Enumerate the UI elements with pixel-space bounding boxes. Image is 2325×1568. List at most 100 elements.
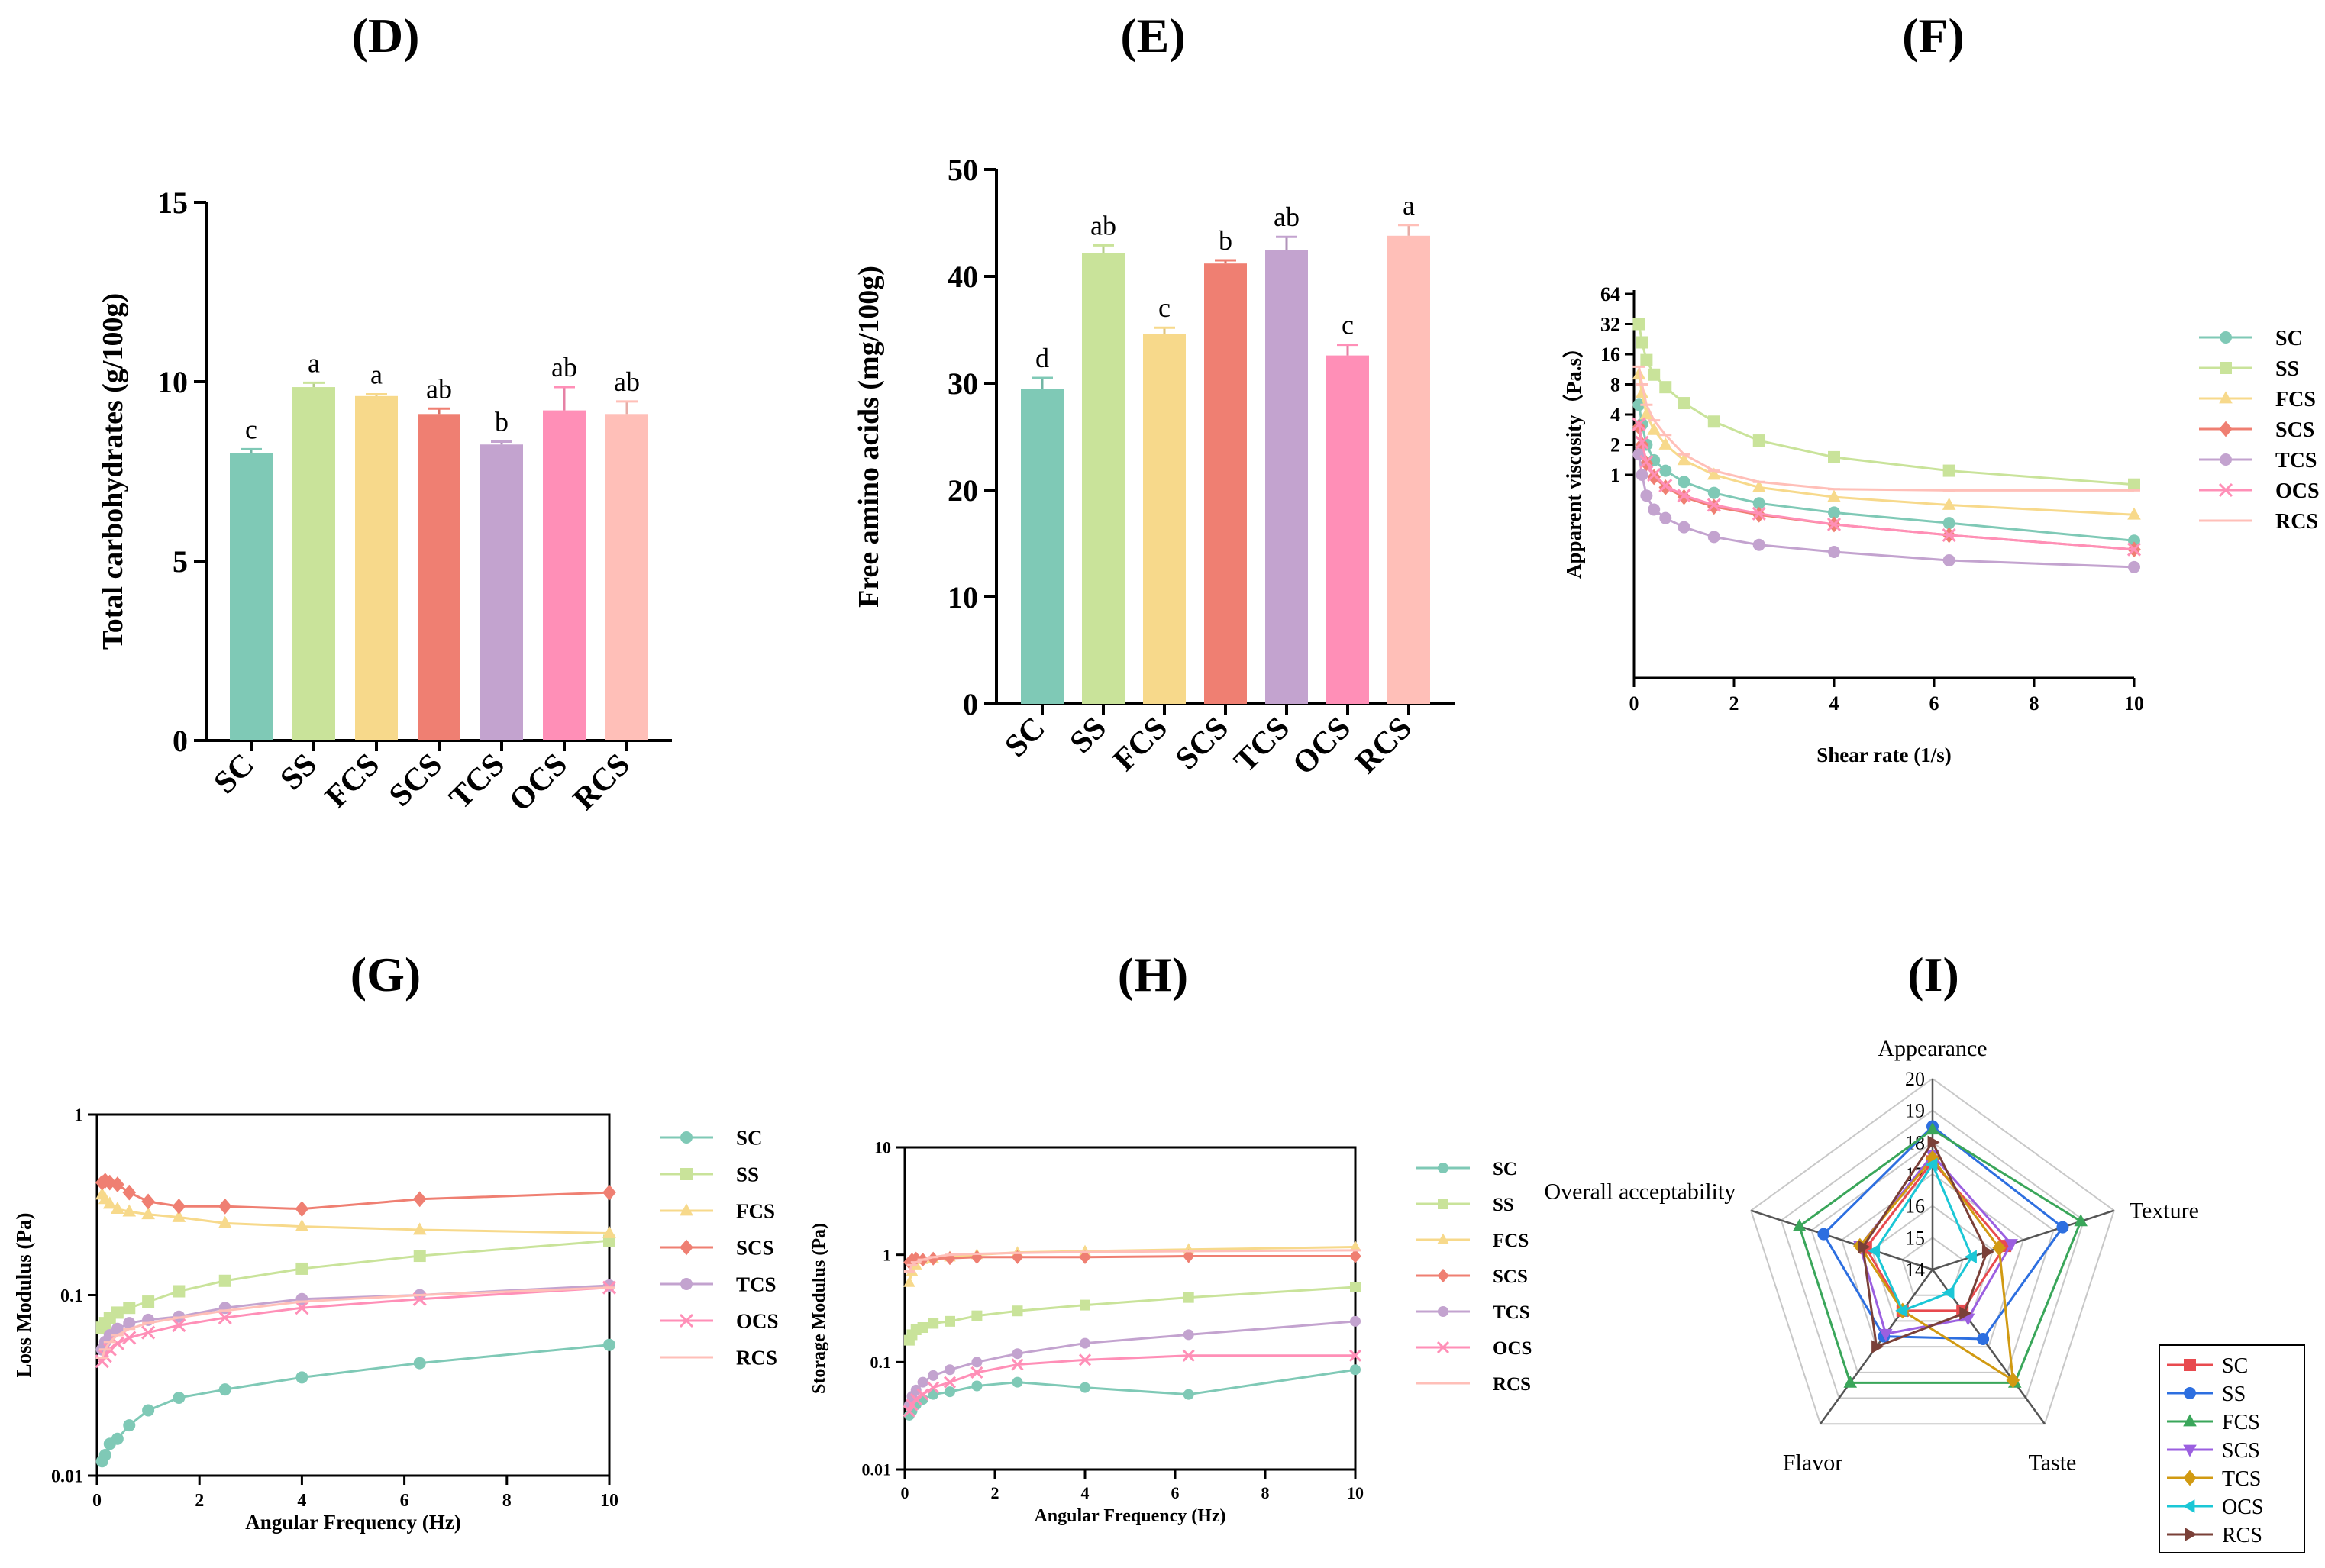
- legend-marker-SS: [1438, 1199, 1448, 1209]
- data-point-SC: [1659, 464, 1672, 477]
- data-point-FCS: [412, 1222, 427, 1235]
- data-point-FCS: [102, 1196, 117, 1209]
- data-point-TCS: [1183, 1329, 1194, 1341]
- data-point-SS: [945, 1315, 955, 1327]
- radar-point-OCS: [1925, 1157, 1938, 1172]
- legend-marker-SC: [2184, 1359, 2196, 1371]
- significance-letter-SC: c: [245, 414, 257, 444]
- data-point-SC: [1828, 506, 1840, 519]
- data-point-SC: [1080, 1382, 1090, 1393]
- bar-RCS: [1387, 235, 1430, 704]
- data-point-OCS: [2126, 542, 2142, 557]
- legend-marker-FCS: [2219, 391, 2233, 404]
- radar-series-FCS: [1797, 1128, 2083, 1384]
- legend-marker-OCS-b: [2218, 482, 2233, 498]
- data-point-FCS: [1349, 1241, 1361, 1252]
- x-tick-label: 4: [297, 1491, 306, 1511]
- legend-marker-OCS: [2218, 482, 2233, 498]
- legend-label-TCS: TCS: [2275, 449, 2317, 473]
- legend-marker-SC: [2220, 331, 2232, 344]
- data-point-OCS-b: [909, 1393, 922, 1406]
- data-point-SCS: [1183, 1249, 1195, 1263]
- radar-point-SCS: [1878, 1328, 1893, 1341]
- radar-spoke: [1932, 1209, 2115, 1271]
- data-point-OCS: [1632, 417, 1646, 431]
- radar-grid-ring: [1750, 1077, 2115, 1425]
- x-tick-label: 2: [1729, 692, 1739, 715]
- bar-TCS: [480, 444, 523, 740]
- legend-marker-OCS: [1436, 1341, 1450, 1354]
- radar-grid-ring: [1810, 1141, 2055, 1373]
- legend-label-SCS: SCS: [2275, 418, 2314, 442]
- x-tick-label-RCS: RCS: [567, 747, 637, 818]
- data-point-TCS: [910, 1384, 922, 1395]
- significance-letter-RCS: ab: [614, 366, 640, 397]
- data-point-OCS: [943, 1376, 957, 1389]
- radar-point-FCS: [1792, 1218, 1807, 1231]
- y-tick-label: 0.1: [60, 1286, 83, 1306]
- y-tick-label: 4: [1610, 404, 1620, 426]
- legend-label-SCS: SCS: [1493, 1266, 1528, 1287]
- radar-point-OCS: [1868, 1244, 1881, 1258]
- y-axis-title: Total carbohydrates (g/100g): [97, 293, 129, 650]
- data-point-TCS: [111, 1322, 124, 1335]
- radar-point-TCS: [2006, 1372, 2020, 1389]
- data-point-SC: [1678, 476, 1690, 489]
- data-point-FCS: [1707, 467, 1721, 480]
- bar-SCS: [418, 414, 460, 740]
- data-point-OCS: [1078, 1353, 1092, 1366]
- y-tick-label: 2: [1610, 434, 1620, 457]
- y-tick-label: 0.1: [870, 1353, 892, 1372]
- radar-axis-label: Flavor: [1783, 1450, 1842, 1475]
- x-tick-label: 4: [1829, 692, 1839, 715]
- y-tick-label: 0.01: [862, 1460, 892, 1479]
- y-tick-label: 1: [74, 1105, 83, 1125]
- legend-label-TCS: TCS: [1493, 1302, 1530, 1323]
- data-point-OCS-b: [1752, 506, 1766, 521]
- data-point-SS: [1636, 336, 1648, 349]
- data-point-SS: [917, 1322, 928, 1334]
- legend-marker-OCS: [2182, 1499, 2195, 1513]
- data-point-SCS: [412, 1191, 427, 1208]
- data-point-TCS: [1640, 489, 1653, 502]
- y-axis-title: Loss Modulus (Pa): [12, 1212, 35, 1377]
- radar-tick-label: 16: [1905, 1195, 1925, 1218]
- data-point-OCS-b: [1182, 1349, 1195, 1362]
- x-tick-label-SCS: SCS: [383, 747, 449, 814]
- x-tick-label-FCS: FCS: [1106, 711, 1174, 779]
- y-tick-label: 10: [948, 580, 978, 615]
- radar-point-RCS: [1927, 1135, 1940, 1150]
- data-point-TCS: [1350, 1315, 1361, 1327]
- data-point-OCS-b: [1647, 467, 1661, 482]
- data-point-FCS: [122, 1204, 137, 1217]
- data-point-FCS: [903, 1276, 915, 1287]
- x-tick-label-TCS: TCS: [443, 747, 512, 816]
- data-point-SC: [1012, 1376, 1023, 1388]
- y-tick-label: 40: [948, 260, 978, 294]
- legend-marker-SCS: [680, 1239, 693, 1256]
- data-point-SS: [111, 1306, 124, 1319]
- data-point-OCS-b: [295, 1301, 309, 1315]
- radar-grid-ring: [1901, 1237, 1964, 1296]
- data-point-OCS: [1752, 506, 1766, 521]
- data-point-TCS: [1648, 503, 1661, 516]
- bar-RCS: [605, 414, 648, 740]
- data-point-SC: [413, 1357, 426, 1370]
- x-tick-label-OCS: OCS: [1286, 711, 1358, 782]
- data-point-SCS: [1647, 469, 1661, 486]
- bar-chart-D: 0 5 10 15 Total carbohydrates (g/100g) c SC a SS…: [97, 186, 672, 818]
- data-point-SS: [1640, 353, 1653, 366]
- data-point-SC: [295, 1371, 308, 1384]
- legend-marker-TCS: [2183, 1470, 2197, 1486]
- legend-label-SC: SC: [1493, 1159, 1517, 1179]
- data-point-OCS: [1635, 435, 1649, 450]
- data-point-SCS: [295, 1201, 309, 1218]
- data-point-SS: [1828, 450, 1840, 463]
- data-point-SC: [1183, 1389, 1194, 1400]
- y-tick-label: 0: [963, 687, 978, 721]
- significance-letter-TCS: ab: [1274, 202, 1300, 232]
- data-point-SCS: [1707, 498, 1721, 515]
- radar-point-SS: [1977, 1333, 1990, 1346]
- legend-marker-SS: [680, 1168, 693, 1180]
- legend-label-FCS: FCS: [736, 1199, 775, 1222]
